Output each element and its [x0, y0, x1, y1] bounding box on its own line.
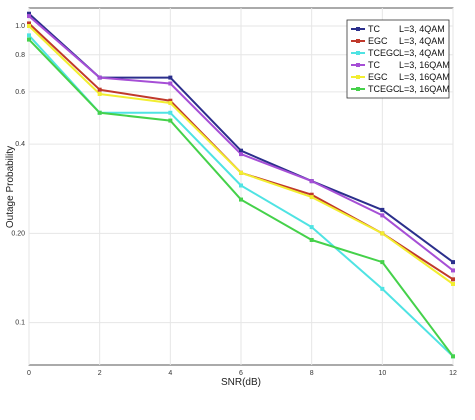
- data-point: [309, 192, 314, 197]
- data-point: [168, 101, 173, 106]
- legend-series-param: L=3, 16QAM: [399, 60, 450, 70]
- data-point: [27, 21, 31, 26]
- data-point: [380, 213, 385, 218]
- legend-series-name: EGC: [368, 72, 388, 82]
- data-point: [97, 110, 102, 115]
- legend-series-name: TC: [368, 60, 380, 70]
- legend-series-param: L=3, 4QAM: [399, 36, 445, 46]
- data-point: [380, 207, 385, 212]
- data-point: [451, 354, 455, 359]
- data-point: [239, 148, 243, 153]
- data-point: [27, 11, 31, 16]
- data-point: [168, 81, 173, 86]
- x-tick-label: 12: [449, 370, 457, 377]
- y-tick-label: 0.4: [15, 141, 25, 148]
- data-point: [309, 225, 314, 230]
- y-tick-label: 0.1: [15, 320, 25, 327]
- data-point: [168, 118, 173, 123]
- y-tick-labels: 0.1 0.20 0.4 0.6 0.8 1.0: [11, 23, 25, 327]
- legend-series-name: TCEGC: [368, 48, 400, 58]
- data-point: [239, 197, 243, 202]
- series-markers: [27, 11, 455, 359]
- data-point: [451, 260, 455, 265]
- y-tick-label: 1.0: [15, 23, 25, 30]
- data-point: [239, 170, 243, 175]
- data-point: [309, 195, 314, 200]
- legend-series-name: EGC: [368, 36, 388, 46]
- legend-box: [346, 19, 450, 99]
- data-point: [27, 14, 31, 19]
- legend-series-param: L=3, 4QAM: [399, 24, 445, 34]
- legend-swatch-marker: [356, 63, 360, 67]
- x-tick-label: 4: [168, 370, 172, 377]
- y-tick-label: 0.8: [15, 52, 25, 59]
- x-tick-label: 0: [27, 370, 31, 377]
- data-point: [451, 268, 455, 273]
- legend-swatch-marker: [356, 75, 360, 79]
- legend-swatch-marker: [356, 39, 360, 43]
- data-point: [97, 87, 102, 92]
- data-point: [168, 110, 173, 115]
- data-point: [27, 37, 31, 42]
- y-tick-label: 0.6: [15, 89, 25, 96]
- x-tick-label: 6: [239, 370, 243, 377]
- data-point: [168, 98, 173, 103]
- legend-series-param: L=3, 4QAM: [399, 48, 445, 58]
- data-point: [380, 286, 385, 291]
- legend-swatch-marker: [356, 87, 360, 91]
- data-point: [380, 231, 385, 236]
- x-tick-label: 2: [98, 370, 102, 377]
- legend-series-param: L=3, 16QAM: [399, 72, 450, 82]
- data-point: [309, 237, 314, 242]
- data-point: [239, 152, 243, 157]
- x-tick-label: 8: [310, 370, 314, 377]
- legend-series-name: TC: [368, 24, 380, 34]
- x-tick-label: 10: [378, 370, 386, 377]
- data-point: [239, 183, 243, 188]
- data-point: [168, 75, 173, 80]
- y-axis-label: Outage Probability: [5, 146, 16, 228]
- data-point: [97, 91, 102, 96]
- data-point: [27, 33, 31, 38]
- legend-series-param: L=3, 16QAM: [399, 84, 450, 94]
- legend-swatch-marker: [356, 27, 360, 31]
- x-tick-labels: 0 2 4 6 8 10 12: [27, 370, 457, 377]
- legend-swatch-marker: [356, 51, 360, 55]
- data-point: [451, 282, 455, 287]
- y-tick-label: 0.20: [11, 230, 25, 237]
- data-point: [27, 24, 31, 29]
- data-point: [380, 260, 385, 265]
- grid-lines: [28, 8, 454, 365]
- data-point: [97, 75, 102, 80]
- legend-series-name: TCEGC: [368, 84, 400, 94]
- data-point: [309, 179, 314, 184]
- data-point: [451, 277, 455, 282]
- x-axis-label: SNR(dB): [221, 377, 261, 388]
